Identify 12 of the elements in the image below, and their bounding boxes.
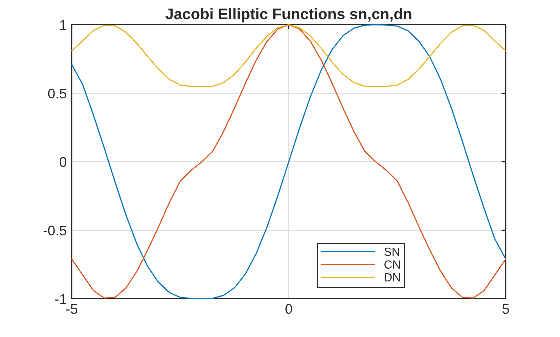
x-tick-label: 0 <box>286 304 292 314</box>
y-tick-label: -0.5 <box>44 226 67 236</box>
x-tick-label: -5 <box>66 304 78 314</box>
legend-label: DN <box>384 274 400 282</box>
y-tick-label: 0.5 <box>48 88 67 99</box>
y-tick-label: 1 <box>60 20 66 30</box>
legend-label: CN <box>384 260 400 269</box>
chart-title: Jacobi Elliptic Functions sn,cn,dn <box>166 8 412 23</box>
y-tick-label: -1 <box>55 294 66 304</box>
y-tick-label: 0 <box>60 157 67 168</box>
x-tick-label: 5 <box>502 304 510 314</box>
legend-label: SN <box>384 248 400 256</box>
